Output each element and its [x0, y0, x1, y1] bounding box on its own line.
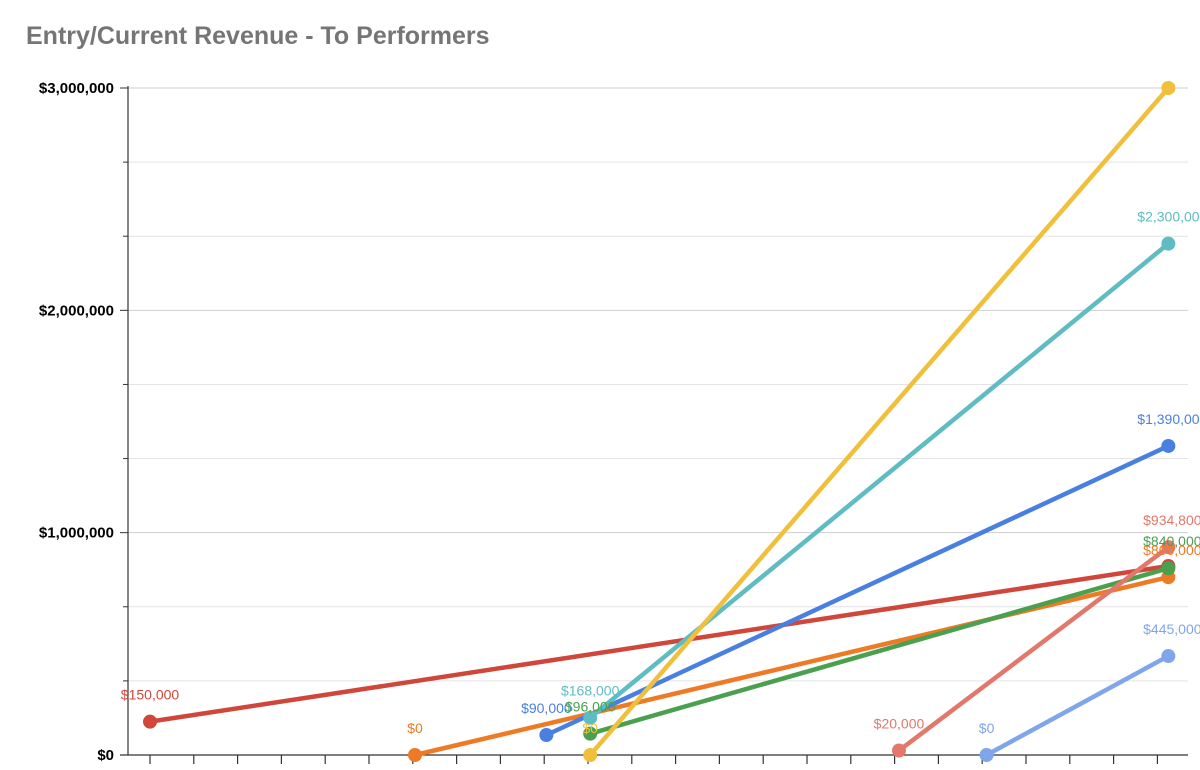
y-tick-label: $1,000,000 [39, 525, 114, 542]
y-tick-labels: $0 $1,000,000 $2,000,000 $3,000,000 [39, 80, 114, 764]
series-points [143, 81, 1176, 762]
series-yellow-point [583, 748, 598, 762]
chart-title: Entry/Current Revenue - To Performers [26, 22, 490, 50]
data-label: $90,000 [521, 700, 572, 716]
data-label: $2,300,000 [1137, 209, 1200, 225]
series-blue-line [544, 443, 1171, 738]
series-salmon-line [896, 544, 1171, 753]
y-tick-label: $2,000,000 [39, 302, 114, 319]
series-orange-line [412, 574, 1171, 758]
data-label: $168,000 [561, 683, 620, 699]
series-green-line [587, 565, 1171, 736]
data-label: $96,000 [565, 699, 616, 715]
series-teal-point [1161, 236, 1176, 251]
data-label: $20,000 [874, 716, 925, 732]
series-blue-point [1161, 438, 1176, 453]
data-labels: $150,000 $0 $800,000 $90,000 $1,390,000 $168,… [121, 209, 1200, 736]
y-tick-label: $3,000,000 [39, 80, 114, 97]
data-label: $445,000 [1143, 621, 1200, 637]
series-lightblue-point [979, 748, 994, 762]
data-label: $0 [582, 720, 598, 736]
series-salmon-point [891, 743, 906, 758]
series-lightblue-point [1161, 649, 1176, 664]
series-yellow-line [587, 85, 1171, 758]
series-orange-point [407, 748, 422, 762]
data-label: $0 [407, 720, 423, 736]
series-teal-line [587, 241, 1171, 720]
data-label: $934,800 [1143, 512, 1200, 528]
data-label: $150,000 [121, 687, 180, 703]
series-teal-point [583, 710, 598, 725]
series-lines [147, 85, 1171, 758]
axes [120, 86, 1188, 764]
series-salmon-point [1161, 540, 1176, 555]
series-green-point [583, 726, 598, 741]
series-green-point [1161, 561, 1176, 576]
series-yellow-point [1161, 81, 1176, 95]
data-label: $800,000 [1143, 542, 1200, 558]
series-red-line [147, 563, 1171, 724]
series-lightblue-line [984, 653, 1171, 758]
data-label: $840,000 [1143, 533, 1200, 549]
series-blue-point [539, 727, 554, 742]
grid-lines [128, 87, 1188, 682]
data-label: $0 [979, 720, 995, 736]
data-label: $1,390,000 [1137, 411, 1200, 427]
y-tick-label: $0 [97, 747, 114, 764]
series-red-point [143, 714, 157, 729]
